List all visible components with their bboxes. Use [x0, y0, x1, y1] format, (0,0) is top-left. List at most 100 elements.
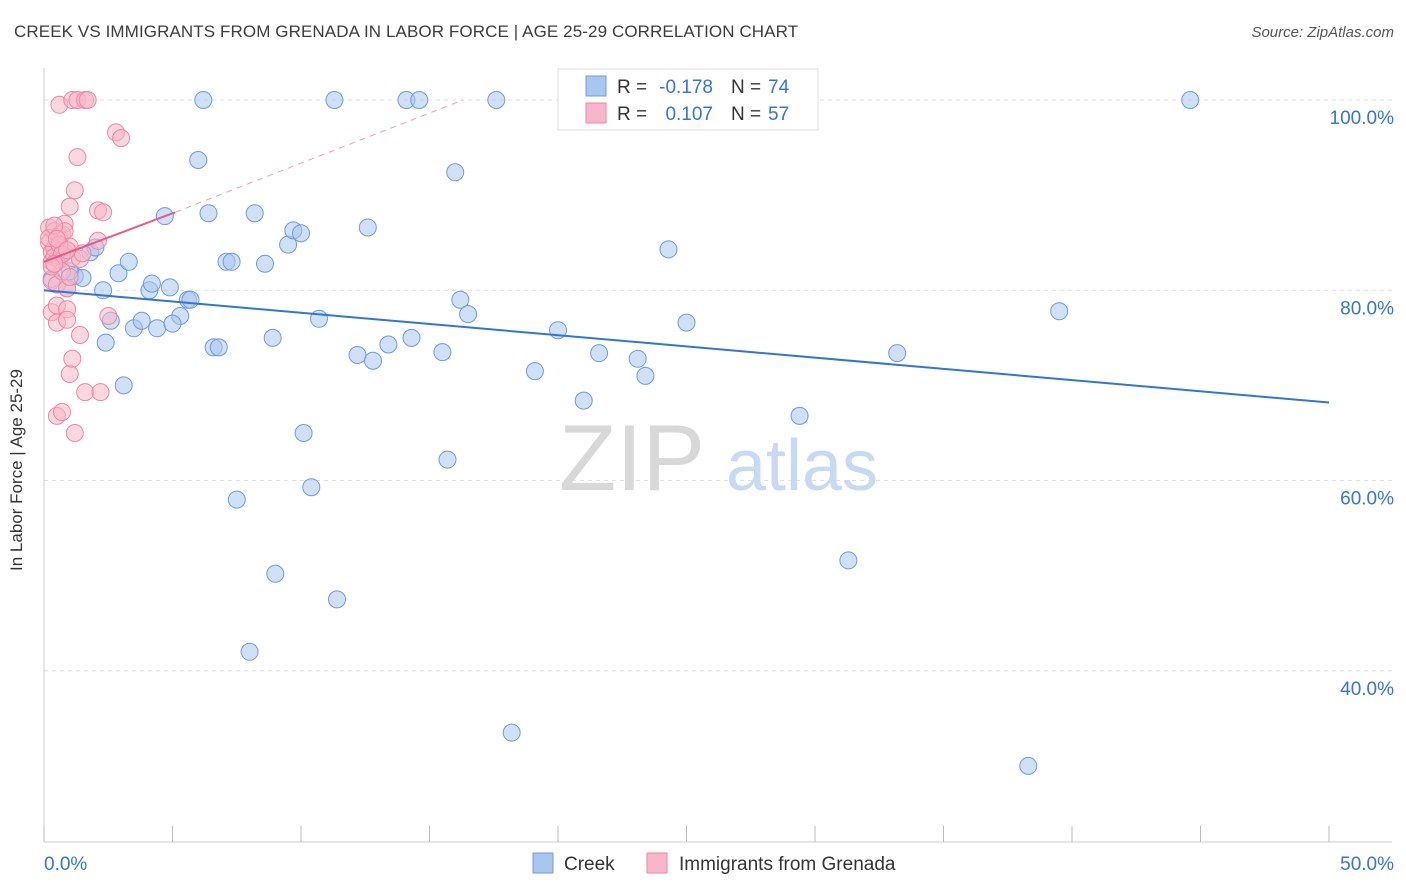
grenada-point-42 [91, 383, 110, 402]
legend-bottom-swatch-creek [532, 852, 554, 874]
creek-point-62 [790, 406, 809, 425]
grenada-point-25 [60, 197, 79, 216]
creek-point-31 [256, 254, 274, 273]
trend-line-ext-1 [174, 99, 464, 213]
creek-point-12 [132, 311, 151, 330]
creek-point-51 [451, 290, 470, 309]
creek-point-48 [433, 343, 452, 362]
watermark-atlas: atlas [726, 426, 878, 506]
creek-point-57 [590, 344, 609, 363]
creek-point-65 [1019, 756, 1038, 775]
creek-point-53 [502, 723, 521, 742]
source-label: Source: ZipAtlas.com [1251, 24, 1394, 41]
creek-point-36 [294, 424, 313, 442]
grenada-point-46 [112, 129, 131, 148]
grenada-point-43 [94, 203, 113, 222]
creek-point-52 [487, 91, 506, 109]
creek-point-73 [459, 305, 478, 324]
creek-point-56 [574, 391, 593, 410]
axes [43, 68, 1392, 843]
creek-point-63 [839, 551, 858, 570]
legend-r-label-creek: R = [617, 77, 647, 98]
creek-point-61 [677, 313, 696, 332]
grenada-point-38 [76, 383, 95, 402]
creek-point-8 [109, 264, 128, 283]
grenada-point-52 [60, 268, 79, 286]
creek-point-23 [199, 204, 218, 223]
x-tick-labels: 0.0% 50.0% [44, 854, 1394, 875]
creek-point-40 [328, 590, 346, 609]
creek-point-39 [325, 91, 344, 109]
y-tick-label-0: 100.0% [1330, 108, 1395, 129]
grenada-point-35 [71, 326, 89, 344]
creek-point-6 [96, 333, 115, 352]
legend-n-label-creek: N = [731, 77, 761, 98]
legend-bottom-label-grenada: Immigrants from Grenada [679, 854, 896, 875]
creek-point-43 [364, 351, 382, 370]
creek-point-58 [628, 349, 647, 368]
legend-stats: R = -0.178 N = 74 R = 0.107 N = 57 [557, 68, 819, 131]
legend-n-label-grenada: N = [731, 104, 761, 125]
grenada-point-18 [53, 403, 71, 421]
trend-line-1 [43, 211, 176, 263]
chart-title: CREEK VS IMMIGRANTS FROM GRENADA IN LABO… [14, 22, 799, 41]
creek-point-21 [189, 151, 208, 169]
watermark: ZIP atlas [559, 405, 878, 510]
creek-point-42 [358, 218, 377, 237]
legend-series: Creek Immigrants from Grenada [532, 852, 896, 875]
creek-point-67 [1181, 91, 1200, 109]
grenada-point-39 [78, 91, 97, 109]
legend-swatch-grenada [585, 102, 607, 124]
creek-point-28 [227, 490, 246, 509]
creek-point-59 [636, 366, 655, 385]
creek-point-32 [263, 328, 282, 347]
grenada-point-32 [65, 424, 84, 442]
creek-point-60 [659, 240, 678, 259]
legend-bottom-label-creek: Creek [564, 854, 615, 875]
legend-n-value-grenada: 57 [768, 104, 789, 125]
watermark-zip: ZIP [559, 405, 705, 510]
creek-point-14 [142, 274, 161, 293]
creek-point-20 [181, 290, 200, 309]
creek-point-46 [402, 328, 421, 347]
y-tick-label-3: 40.0% [1340, 679, 1394, 700]
legend-r-label-grenada: R = [617, 104, 647, 125]
creek-point-29 [240, 642, 259, 661]
grenada-point-44 [99, 307, 118, 325]
creek-point-50 [446, 163, 465, 182]
legend-n-value-creek: 74 [768, 77, 790, 98]
creek-point-37 [302, 478, 321, 497]
creek-point-30 [245, 204, 264, 223]
legend-r-value-creek: -0.178 [659, 77, 713, 98]
creek-point-47 [410, 91, 429, 109]
trend-lines [43, 99, 1330, 404]
creek-point-33 [266, 564, 285, 583]
creek-point-72 [292, 224, 310, 243]
creek-point-71 [163, 314, 182, 333]
legend-r-value-grenada: 0.107 [665, 104, 713, 125]
grenada-point-31 [65, 181, 84, 200]
legend-swatch-creek [585, 75, 607, 97]
trend-line-0 [43, 289, 1330, 404]
creek-point-22 [194, 91, 213, 109]
creek-point-66 [1050, 302, 1069, 321]
y-tick-labels: 100.0% 80.0% 60.0% 40.0% [1330, 108, 1395, 700]
grid-lines [44, 99, 1392, 672]
creek-point-9 [114, 376, 133, 395]
grenada-point-33 [68, 148, 87, 167]
creek-point-41 [348, 346, 367, 364]
creek-point-44 [379, 335, 398, 354]
legend-bottom-swatch-grenada [646, 852, 668, 874]
creek-point-10 [119, 252, 138, 271]
grenada-point-27 [60, 365, 79, 383]
grenada-point-24 [58, 310, 77, 329]
x-tick-label-0: 0.0% [44, 854, 87, 875]
creek-point-49 [438, 450, 457, 469]
creek-point-15 [148, 319, 167, 338]
grenada-point-30 [63, 349, 82, 368]
creek-point-27 [222, 252, 241, 271]
grenada-point-54 [47, 229, 66, 248]
creek-point-25 [209, 338, 228, 357]
creek-point-54 [525, 362, 544, 381]
